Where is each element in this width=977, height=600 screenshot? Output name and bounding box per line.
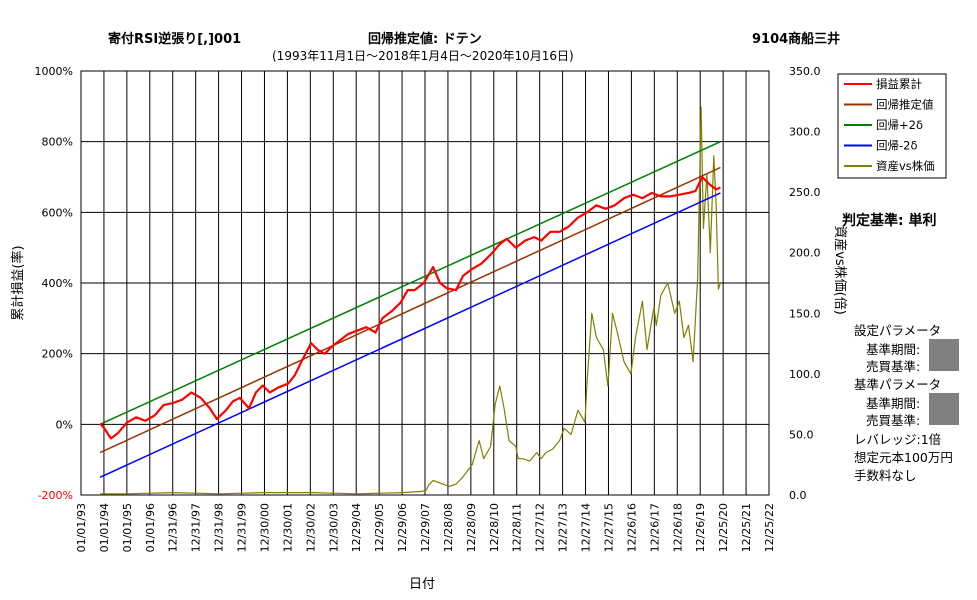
x-tick-label: 12/31/98 [213, 503, 226, 552]
right-tick-label: 200.0 [789, 247, 821, 260]
x-tick-label: 12/30/00 [258, 503, 271, 552]
left-axis-label: 累計損益(率) [10, 245, 26, 320]
x-tick-label: 12/31/96 [167, 503, 180, 552]
x-axis-ticks: 01/01/93 01/01/94 01/01/95 01/01/96 12/31/96… [75, 503, 776, 552]
series-regression [99, 166, 721, 454]
leverage-label: レバレッジ:1倍 [854, 432, 942, 447]
left-tick-label: 600% [42, 206, 73, 219]
x-tick-label: 12/28/11 [511, 503, 524, 552]
left-axis-ticks: 1000% 800% 600% 400% 200% 0% -200% [35, 65, 73, 502]
x-tick-label: 01/01/95 [121, 503, 134, 552]
legend-label: 損益累計 [876, 77, 922, 91]
criteria-label: 判定基準: 単利 [842, 213, 937, 229]
x-tick-label: 12/25/20 [717, 503, 730, 552]
x-axis-label: 日付 [409, 577, 435, 592]
x-tick-label: 12/30/01 [281, 503, 294, 552]
series-lines [99, 106, 721, 495]
trade-basis-label-2: 売買基準: [866, 413, 921, 428]
legend-label: 回帰推定値 [876, 98, 934, 112]
series-asset-ratio [100, 106, 721, 495]
chart-subtitle: (1993年11月1日〜2018年1月4日〜2020年10月16日) [272, 49, 574, 63]
left-tick-label: 1000% [35, 65, 73, 78]
fee-label: 手数料なし [854, 468, 917, 483]
base-period-label-1: 基準期間: [866, 342, 921, 357]
right-tick-label: 150.0 [789, 307, 821, 320]
x-tick-label: 01/01/96 [144, 503, 157, 552]
x-tick-label: 12/31/99 [236, 503, 249, 552]
x-tick-label: 12/29/04 [350, 503, 363, 552]
left-tick-label: 200% [42, 348, 73, 361]
trade-basis-label-1: 売買基準: [866, 359, 921, 374]
x-tick-label: 12/25/22 [763, 503, 776, 552]
base-period-label-2: 基準期間: [866, 396, 921, 411]
base-params-heading: 基準パラメータ [854, 377, 942, 392]
left-tick-label: 0% [56, 418, 73, 431]
legend-label: 回帰-2δ [876, 139, 918, 153]
x-tick-label: 01/01/94 [98, 503, 111, 552]
grid-lines [81, 71, 769, 495]
x-tick-label: 12/28/10 [488, 503, 501, 552]
x-tick-label: 12/27/14 [580, 503, 593, 552]
x-tick-label: 12/30/02 [304, 503, 317, 552]
chart-title-center: 回帰推定値: ドテン [368, 32, 482, 47]
x-tick-label: 12/26/19 [694, 503, 707, 552]
right-tick-label: 250.0 [789, 186, 821, 199]
right-tick-label: 100.0 [789, 368, 821, 381]
left-tick-label: 400% [42, 277, 73, 290]
x-tick-label: 12/26/16 [625, 503, 638, 552]
x-tick-label: 12/28/08 [442, 503, 455, 552]
x-tick-label: 12/27/12 [534, 503, 547, 552]
right-tick-label: 300.0 [789, 126, 821, 139]
legend-label: 回帰+2δ [876, 118, 923, 132]
series-lower-band [99, 192, 721, 478]
series-pnl [99, 175, 721, 440]
x-tick-label: 01/01/93 [75, 503, 88, 552]
x-tick-label: 12/26/18 [671, 503, 684, 552]
x-tick-label: 12/29/06 [396, 503, 409, 552]
x-tick-label: 12/31/97 [190, 503, 203, 552]
right-axis-label: 資産vs株価(倍) [832, 225, 848, 315]
setting-params-heading: 設定パラメータ [854, 323, 942, 338]
param-redacted-box-2 [929, 393, 959, 425]
left-tick-label: -200% [38, 489, 73, 502]
principal-label: 想定元本100万円 [854, 450, 953, 465]
chart-title-right: 9104商船三井 [752, 32, 841, 47]
x-tick-label: 12/29/05 [373, 503, 386, 552]
series-upper-band [99, 141, 721, 425]
param-redacted-box-1 [929, 339, 959, 371]
right-tick-label: 50.0 [789, 428, 814, 441]
left-tick-label: 800% [42, 136, 73, 149]
x-tick-label: 12/29/07 [419, 503, 432, 552]
legend-label: 資産vs株価 [876, 159, 935, 173]
plot-frame [80, 70, 770, 496]
right-tick-label: 0.0 [789, 489, 807, 502]
x-tick-label: 12/25/21 [740, 503, 753, 552]
right-axis-ticks: 350.0 300.0 250.0 200.0 150.0 100.0 50.0 0.0 [789, 65, 821, 502]
x-tick-label: 12/28/09 [465, 503, 478, 552]
x-tick-label: 12/30/03 [327, 503, 340, 552]
x-tick-label: 12/27/13 [557, 503, 570, 552]
x-tick-label: 12/27/15 [602, 503, 615, 552]
x-tick-label: 12/26/17 [648, 503, 661, 552]
right-tick-label: 350.0 [789, 65, 821, 78]
chart-title-left: 寄付RSI逆張り[,]001 [108, 32, 242, 47]
